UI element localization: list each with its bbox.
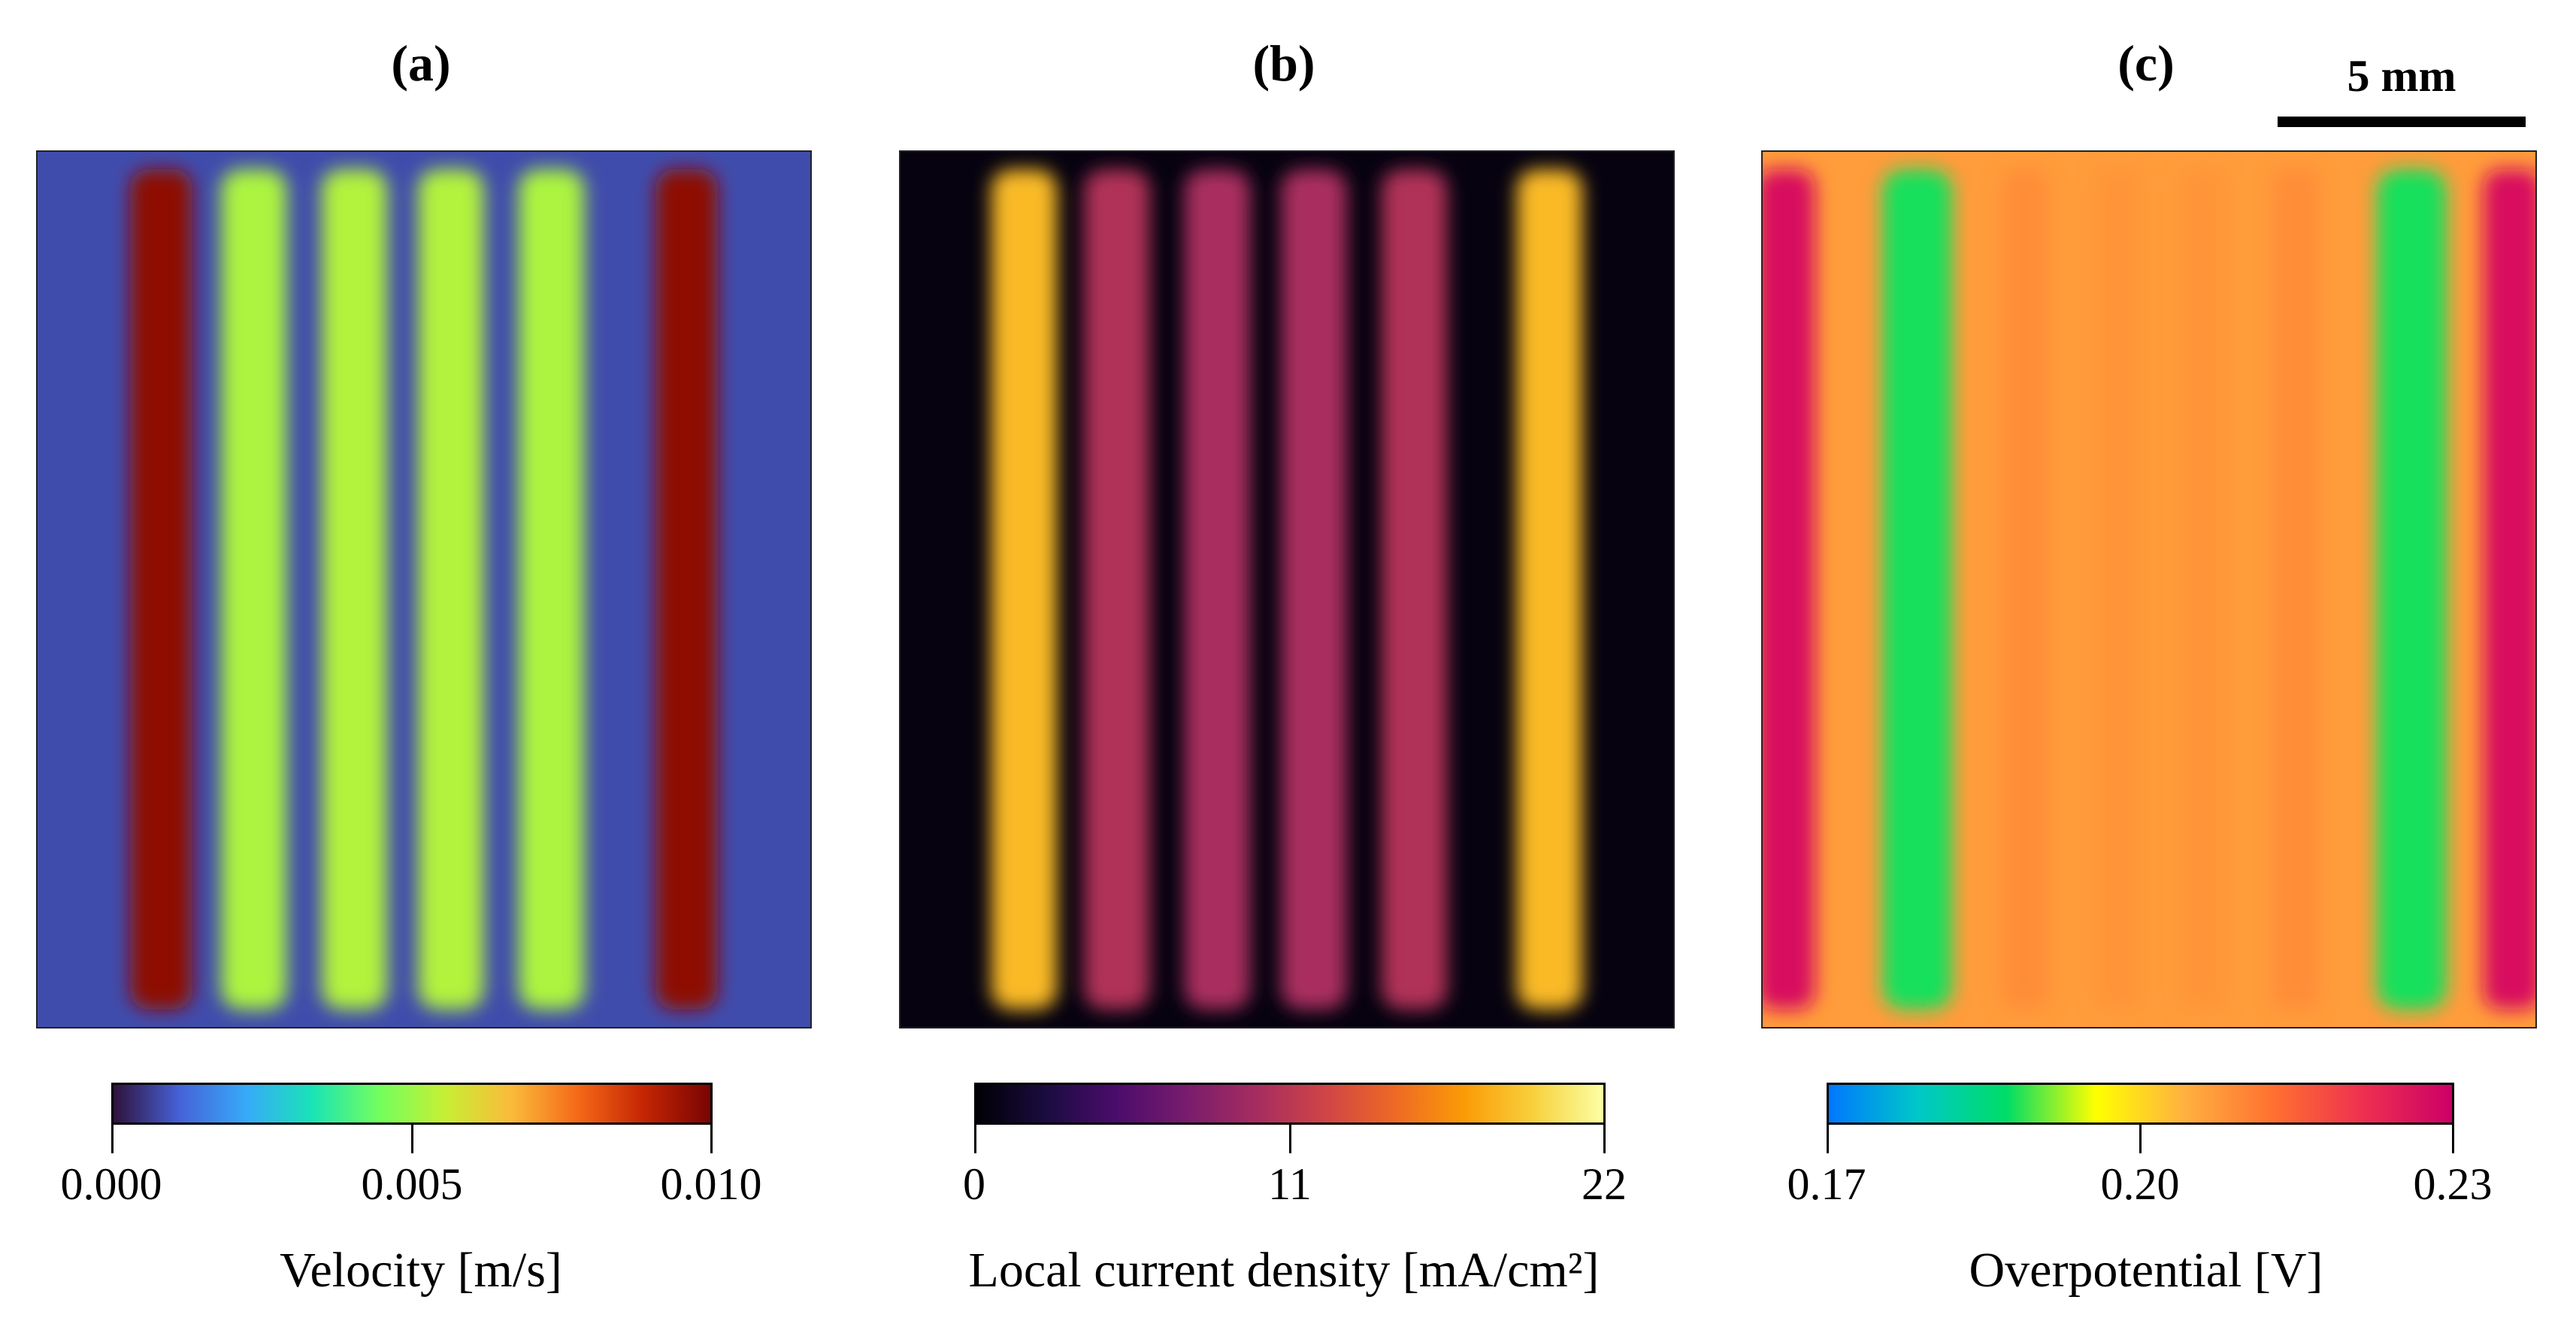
current-density-colorbar [974, 1083, 1606, 1125]
velocity-tick-0 [111, 1125, 114, 1153]
current-density-heatmap-svg [901, 152, 1673, 1027]
overpotential-tick-0 [1827, 1125, 1829, 1153]
velocity-colorbar [111, 1083, 713, 1125]
channel-4 [418, 169, 484, 1010]
channel-2 [221, 169, 287, 1010]
channel-3 [2002, 169, 2049, 1010]
overpotential-tick-label-1: 0.20 [2100, 1159, 2180, 1209]
overpotential-heatmap-svg [1763, 152, 2535, 1027]
channel-3 [1184, 169, 1251, 1010]
velocity-tick-label-0: 0.000 [60, 1159, 162, 1209]
channel-7 [2377, 169, 2447, 1010]
current-density-tick-0 [974, 1125, 976, 1153]
current-density-tick-2 [1603, 1125, 1606, 1153]
velocity-tick-label-1: 0.005 [361, 1159, 463, 1209]
overpotential-colorbar-label: Overpotential [V] [1969, 1243, 2323, 1298]
current-density-tick-label-2: 22 [1582, 1159, 1627, 1209]
channel-3 [321, 169, 388, 1010]
scale-bar-label: 5 mm [2347, 51, 2456, 101]
channel-1 [1763, 169, 1815, 1010]
channel-5 [2180, 169, 2226, 1010]
current-density-tick-label-0: 0 [963, 1159, 985, 1209]
panel-b-label: (b) [1252, 35, 1315, 92]
velocity-tick-1 [411, 1125, 413, 1153]
current-density-tick-1 [1289, 1125, 1291, 1153]
panel-c: (c) 0.17 0.20 0.23 Overpotential [V] [1755, 0, 2537, 1336]
panel-a: (a) 0.000 0.005 0.010 Velocity [m/s] [30, 0, 812, 1336]
overpotential-colorbar [1827, 1083, 2454, 1125]
channel-1 [991, 169, 1058, 1010]
velocity-tick-label-2: 0.010 [660, 1159, 762, 1209]
scale-bar [2278, 117, 2526, 127]
channel-6 [2272, 169, 2320, 1010]
overpotential-tick-label-0: 0.17 [1787, 1159, 1866, 1209]
velocity-heatmap [36, 150, 812, 1029]
channel-5 [1381, 169, 1448, 1010]
channel-6 [655, 169, 718, 1010]
velocity-tick-2 [710, 1125, 713, 1153]
current-density-heatmap [899, 150, 1675, 1029]
channel-4 [2095, 169, 2142, 1010]
channel-1 [130, 169, 192, 1010]
channel-6 [1516, 169, 1583, 1010]
channel-5 [518, 169, 585, 1010]
panel-a-label: (a) [391, 35, 451, 92]
overpotential-heatmap [1761, 150, 2537, 1029]
overpotential-tick-2 [2452, 1125, 2454, 1153]
current-density-colorbar-label: Local current density [mA/cm²] [968, 1243, 1600, 1298]
velocity-heatmap-svg [38, 152, 810, 1027]
overpotential-tick-label-2: 0.23 [2413, 1159, 2493, 1209]
overpotential-tick-1 [2139, 1125, 2142, 1153]
panel-b: (b) 0 11 22 Local current density [mA/cm… [893, 0, 1675, 1336]
current-density-tick-label-1: 11 [1268, 1159, 1312, 1209]
velocity-colorbar-label: Velocity [m/s] [280, 1243, 562, 1298]
channel-4 [1281, 169, 1347, 1010]
channel-2 [1084, 169, 1150, 1010]
channel-8 [2483, 169, 2535, 1010]
panel-c-label: (c) [2117, 35, 2175, 92]
channel-2 [1882, 169, 1952, 1010]
